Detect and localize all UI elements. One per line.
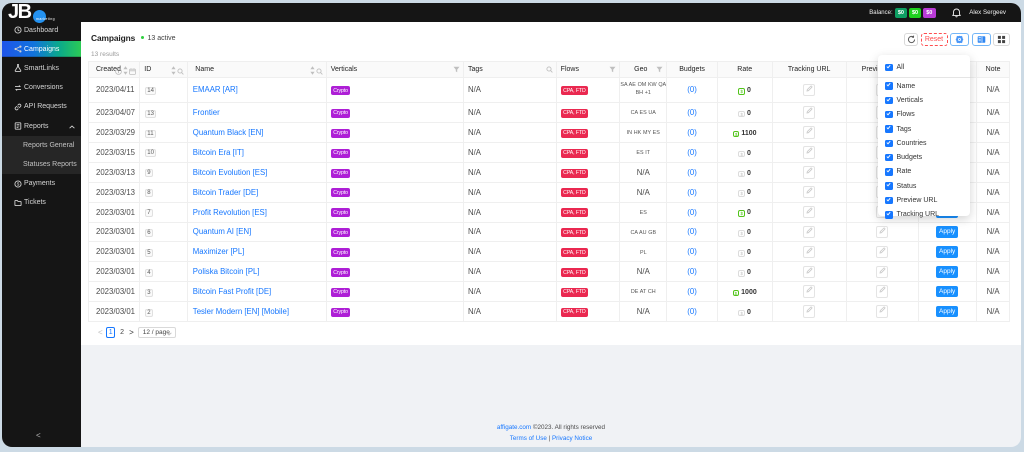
svg-text:$: $ <box>16 181 19 186</box>
